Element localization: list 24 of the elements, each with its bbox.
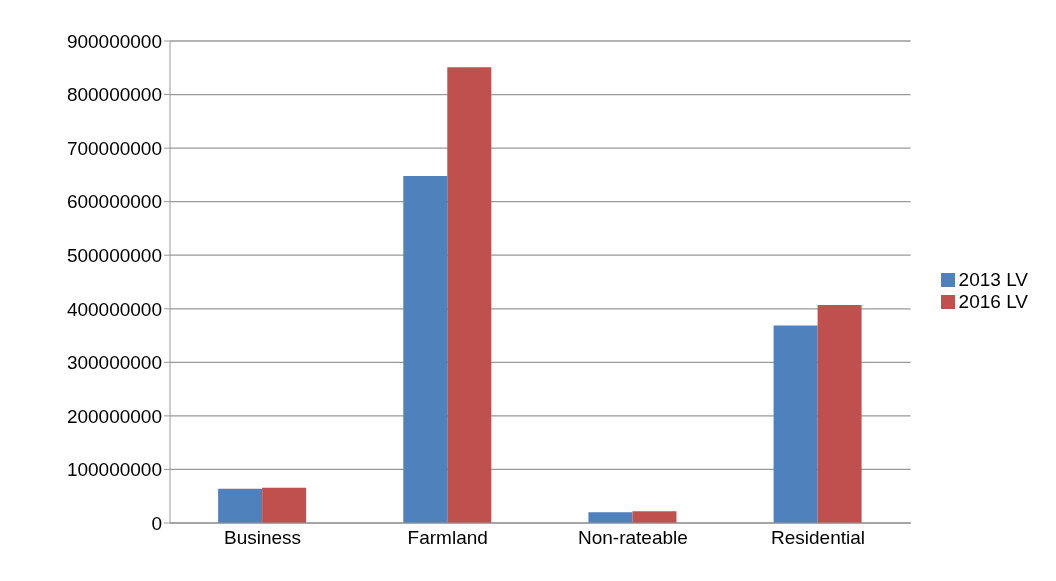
legend-label: 2016 LV [958,290,1028,312]
bar [447,67,492,523]
bar [588,512,633,523]
x-tick-label: Business [224,527,302,549]
bar [773,325,818,523]
y-tick-label: 200000000 [66,405,162,427]
x-tick-label: Non-rateable [577,527,688,549]
x-tick-label: Farmland [407,527,488,549]
y-tick-label: 0 [151,512,162,534]
y-tick-label: 300000000 [66,352,162,374]
bar [403,175,448,523]
bar [262,487,307,523]
y-tick-label: 800000000 [66,84,162,106]
y-tick-label: 700000000 [66,137,162,159]
x-tick-label: Residential [771,527,866,549]
y-tick-label: 900000000 [66,30,162,52]
bar [632,511,677,523]
bar [218,488,263,523]
y-tick-label: 500000000 [66,244,162,266]
legend-label: 2013 LV [958,268,1028,290]
y-tick-label: 100000000 [66,459,162,481]
y-tick-label: 400000000 [66,298,162,320]
y-tick-label: 600000000 [66,191,162,213]
bar [817,305,862,523]
